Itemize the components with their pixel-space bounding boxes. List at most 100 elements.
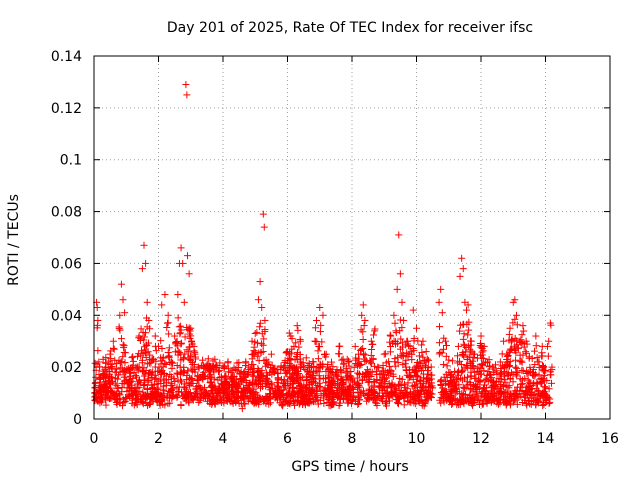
data-point (196, 390, 204, 398)
data-point (545, 385, 553, 393)
data-point (288, 335, 296, 343)
data-point (156, 397, 164, 405)
data-point (511, 334, 519, 342)
data-point (139, 328, 147, 336)
data-point (354, 400, 362, 408)
data-point (292, 339, 300, 347)
data-point (513, 372, 521, 380)
data-point (106, 370, 114, 378)
data-point (352, 356, 360, 364)
data-point (153, 380, 161, 388)
data-point (466, 346, 474, 354)
data-point (258, 304, 266, 312)
data-point (295, 370, 303, 378)
data-point (355, 382, 363, 390)
data-point (437, 381, 445, 389)
data-point (106, 350, 114, 358)
data-point (274, 383, 282, 391)
data-point (542, 384, 549, 392)
data-point (177, 244, 185, 252)
data-point (157, 337, 165, 345)
data-point (537, 391, 545, 399)
data-point (487, 398, 495, 406)
data-point (420, 390, 428, 398)
data-point (451, 387, 459, 395)
data-point (264, 371, 272, 379)
data-point (172, 391, 180, 399)
data-point (468, 400, 476, 408)
data-point (223, 379, 231, 387)
data-point (256, 319, 264, 327)
data-point (355, 393, 363, 401)
data-point (400, 316, 408, 324)
data-point (392, 391, 400, 399)
data-point (279, 390, 287, 398)
data-point (121, 309, 129, 317)
data-point (251, 348, 259, 356)
data-point (194, 372, 202, 380)
grid (94, 56, 610, 419)
data-point (471, 382, 479, 390)
data-point (506, 324, 514, 332)
data-point (118, 388, 126, 396)
data-point (306, 380, 314, 388)
data-point (357, 345, 365, 353)
data-point (368, 382, 376, 390)
data-point (280, 396, 288, 404)
data-point (162, 360, 170, 368)
data-point (259, 341, 267, 349)
data-point (399, 350, 407, 358)
data-point (415, 363, 423, 371)
data-point (330, 377, 338, 385)
data-point (219, 393, 227, 401)
data-point (295, 343, 303, 351)
data-point (157, 360, 165, 368)
data-point (472, 374, 480, 382)
data-point (287, 349, 295, 357)
data-point (264, 396, 272, 404)
data-point (166, 359, 174, 367)
x-tick-label: 10 (408, 431, 426, 447)
data-point (125, 392, 133, 400)
data-point (396, 327, 404, 335)
data-point (270, 368, 278, 376)
data-point (531, 347, 539, 355)
data-point (165, 354, 173, 362)
data-point (198, 389, 206, 397)
data-point (545, 337, 553, 345)
data-point (541, 367, 549, 375)
data-point (375, 382, 383, 390)
data-point (472, 392, 480, 400)
data-point (404, 379, 412, 387)
data-point (352, 381, 360, 389)
data-point (224, 359, 232, 367)
data-point (277, 362, 285, 370)
data-point (369, 394, 377, 402)
data-point (98, 383, 106, 391)
data-point (469, 364, 477, 372)
data-point (347, 374, 355, 382)
data-point (119, 341, 127, 349)
data-point (188, 374, 196, 382)
data-point (516, 357, 524, 365)
data-point (165, 393, 173, 401)
data-point (298, 394, 306, 402)
data-point (496, 358, 504, 366)
data-point (91, 359, 99, 367)
data-point (489, 363, 497, 371)
data-point (258, 330, 266, 338)
data-point (216, 359, 224, 367)
data-point (166, 388, 174, 396)
data-point (288, 345, 296, 353)
data-point (548, 379, 556, 387)
data-point (314, 355, 322, 363)
data-point (128, 399, 136, 407)
data-point (543, 376, 551, 384)
data-point (422, 363, 430, 371)
data-point (185, 379, 193, 387)
data-point (546, 368, 554, 376)
data-point (395, 386, 403, 394)
data-point (122, 393, 130, 401)
data-point (526, 363, 534, 371)
data-point (335, 381, 343, 389)
